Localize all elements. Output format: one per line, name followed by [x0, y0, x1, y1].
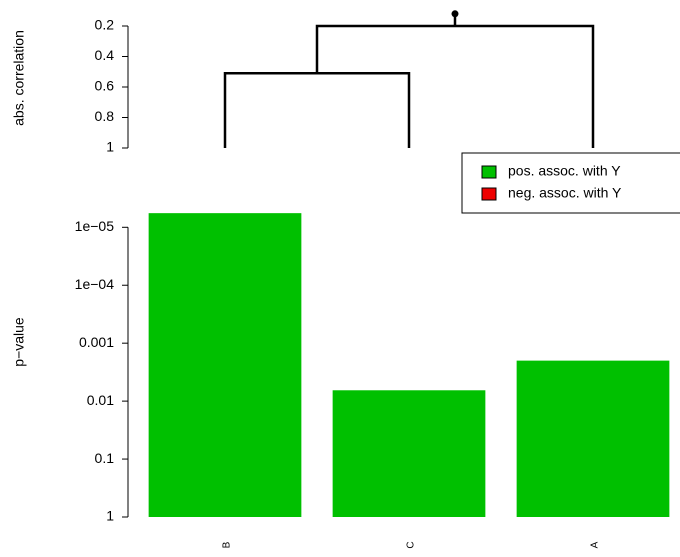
bar	[148, 213, 302, 518]
x-tick-label: C	[406, 541, 417, 548]
legend-box	[461, 152, 680, 214]
y-axis-label: abs. correlation	[11, 30, 27, 126]
root-point	[451, 10, 459, 18]
y-tick-label: 1e−05	[75, 218, 115, 234]
bar	[516, 360, 670, 517]
y-tick-label: 0.4	[95, 47, 115, 63]
dendrogram-branch	[315, 24, 595, 148]
y-tick-label: 1	[106, 508, 114, 524]
y-tick-label: 0.8	[95, 108, 115, 124]
y-tick-label: 0.2	[95, 17, 115, 33]
legend-label: pos. assoc. with Y	[508, 163, 621, 179]
y-tick-label: 0.01	[87, 392, 114, 408]
y-tick-label: 1	[106, 139, 114, 155]
y-tick-label: 0.6	[95, 78, 115, 94]
y-tick-label: 1e−04	[75, 276, 115, 292]
x-tick-label: A	[590, 541, 601, 548]
x-tick-label: B	[222, 541, 233, 548]
legend-swatch	[481, 165, 497, 179]
y-tick-label: 0.001	[79, 334, 114, 350]
y-tick-label: 0.1	[95, 450, 115, 466]
dendrogram-branch	[223, 72, 411, 148]
legend-label: neg. assoc. with Y	[508, 185, 622, 201]
y-axis-label: p−value	[11, 317, 27, 367]
bar	[332, 390, 486, 517]
legend-swatch	[481, 187, 497, 201]
